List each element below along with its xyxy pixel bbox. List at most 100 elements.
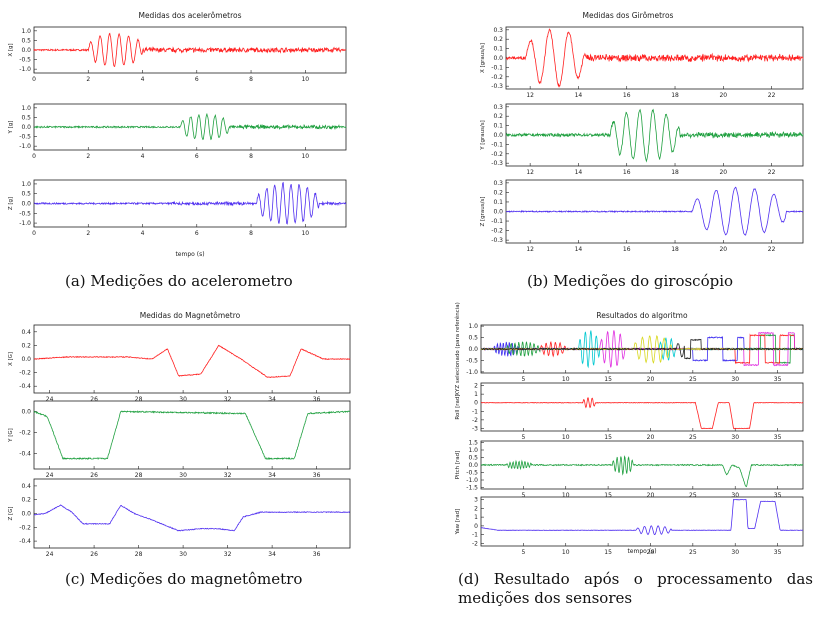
x-tick-label: 14 [575, 92, 583, 99]
x-tick-label: 5 [521, 376, 525, 383]
x-tick-label: 22 [768, 92, 776, 99]
y-tick-label: -0.4 [19, 450, 31, 457]
x-axis-label: tempo (s) [627, 548, 656, 555]
x-tick-label: 0 [32, 76, 36, 83]
x-tick-label: 20 [647, 376, 655, 383]
x-tick-label: 22 [768, 246, 776, 253]
y-tick-label: -0.1 [491, 64, 503, 71]
panel-d-0: 1.0 0.5 0.0 -0.5 -1.0 5 10 15 20 25 30 35 XYZ seleci… [454, 302, 804, 396]
y-tick-label: -0.5 [19, 210, 31, 217]
caption-algorithm-result: (d) Resultado após o processamento das m… [458, 570, 813, 607]
y-tick-label: 1.0 [21, 105, 31, 112]
y-tick-label: 0.5 [468, 335, 478, 342]
caption-gyroscope: (b) Medições do giroscópio [527, 272, 734, 290]
x-tick-label: 20 [647, 549, 655, 556]
panel-a-1: 1.0 0.5 0.0 -0.5 -1.00 2 4 6 8 10 Y [g] [8, 103, 347, 160]
y-tick-label: 0.0 [21, 201, 31, 208]
chart-a: Medidas dos acelerômetros 1.0 0.5 0.0 -0.5 -1… [8, 11, 347, 258]
y-tick-label: -3 [472, 425, 478, 432]
x-tick-label: 15 [604, 434, 612, 441]
y-axis-label: Z [G] [8, 506, 14, 520]
x-tick-label: 32 [224, 396, 232, 403]
y-tick-label: -1.0 [466, 369, 478, 376]
x-tick-label: 30 [731, 376, 739, 383]
series-line [506, 28, 804, 88]
y-axis-label: X [G] [8, 352, 14, 366]
y-tick-label: 2 [474, 505, 478, 512]
y-tick-label: 1 [474, 391, 478, 398]
chart-title: Medidas dos acelerômetros [138, 11, 241, 20]
panel-c-0: 0.4 0.2 0.0 -0.2 -0.4 24 26 28 30 32 34 36 X [G] [8, 324, 351, 403]
caption-accelerometer: (a) Medições do acelerometro [65, 272, 293, 290]
y-axis-label: Z [graus/s] [480, 196, 486, 226]
x-tick-label: 25 [689, 434, 697, 441]
x-tick-label: 10 [562, 434, 570, 441]
y-tick-label: -0.2 [491, 74, 503, 81]
panel-a-2: 1.0 0.5 0.0 -0.5 -1.00 2 4 6 8 10 Z [g] [8, 179, 347, 237]
y-tick-label: 0.1 [493, 46, 503, 53]
y-tick-label: 0.0 [493, 55, 503, 62]
y-tick-label: 0.1 [493, 199, 503, 206]
y-tick-label: 0.0 [493, 132, 503, 139]
x-tick-label: 10 [562, 376, 570, 383]
y-axis-label: Y [G] [8, 428, 14, 443]
panel-d-2: 1.51.00.50.0-0.5-1.0-1.5 5 10 15 20 25 30 35 Pit… [455, 440, 804, 499]
y-axis-label: XYZ selecionado (para referência) [454, 302, 461, 396]
y-tick-label: -0.2 [19, 370, 31, 377]
y-tick-label: -1.0 [466, 477, 478, 484]
x-tick-label: 30 [179, 551, 187, 558]
y-tick-label: -0.2 [19, 524, 31, 531]
y-tick-label: 0.0 [468, 346, 478, 353]
x-tick-label: 28 [135, 472, 143, 479]
chart-b: Medidas dos Girômetros 0.3 0.2 0.1 0.0 -0.1 -0… [480, 11, 804, 253]
y-tick-label: 1.0 [468, 447, 478, 454]
x-tick-label: 6 [195, 76, 199, 83]
x-tick-label: 36 [313, 551, 321, 558]
x-tick-label: 24 [46, 551, 54, 558]
y-tick-label: 0.0 [21, 356, 31, 363]
series-line [33, 504, 350, 532]
x-tick-label: 5 [521, 434, 525, 441]
plot-frame [33, 324, 351, 394]
y-tick-label: -0.1 [491, 218, 503, 225]
y-tick-label: 0.0 [493, 209, 503, 216]
series-line [480, 455, 804, 488]
x-tick-label: 8 [249, 230, 253, 237]
x-tick-label: 26 [90, 396, 98, 403]
x-tick-label: 10 [562, 549, 570, 556]
series-line [33, 181, 347, 225]
x-tick-label: 2 [86, 153, 90, 160]
x-tick-label: 26 [90, 551, 98, 558]
y-axis-label: Z [g] [8, 197, 14, 210]
x-tick-label: 16 [623, 246, 631, 253]
x-tick-label: 20 [719, 246, 727, 253]
series-line [480, 498, 803, 536]
panel-c-1: 0.0 -0.2 -0.4 24 26 28 30 32 34 36 Y [G] [8, 400, 351, 479]
x-tick-label: 2 [86, 230, 90, 237]
x-tick-label: 15 [604, 492, 612, 499]
y-tick-label: -0.2 [491, 151, 503, 158]
y-tick-label: -1 [472, 532, 478, 539]
x-tick-label: 30 [179, 472, 187, 479]
series-line [505, 186, 804, 236]
y-axis-label: X [g] [8, 43, 14, 56]
y-axis-label: Y [graus/s] [480, 120, 486, 151]
y-axis-label: Pitch [rad] [455, 451, 461, 480]
x-tick-label: 30 [731, 492, 739, 499]
x-tick-label: 20 [647, 434, 655, 441]
y-tick-label: 1.0 [21, 181, 31, 188]
x-tick-label: 30 [179, 396, 187, 403]
chart-c: Medidas do Magnetômetro 0.4 0.2 0.0 -0.2 -0.4… [8, 311, 351, 558]
x-tick-label: 20 [647, 492, 655, 499]
x-tick-label: 35 [774, 492, 782, 499]
x-tick-label: 25 [689, 376, 697, 383]
y-tick-label: -0.5 [19, 134, 31, 141]
x-tick-label: 0 [32, 153, 36, 160]
x-tick-label: 26 [90, 472, 98, 479]
y-tick-label: -0.3 [491, 83, 503, 90]
y-axis-label: Yaw [rad] [455, 509, 461, 536]
x-tick-label: 15 [604, 376, 612, 383]
y-tick-label: 1 [474, 514, 478, 521]
